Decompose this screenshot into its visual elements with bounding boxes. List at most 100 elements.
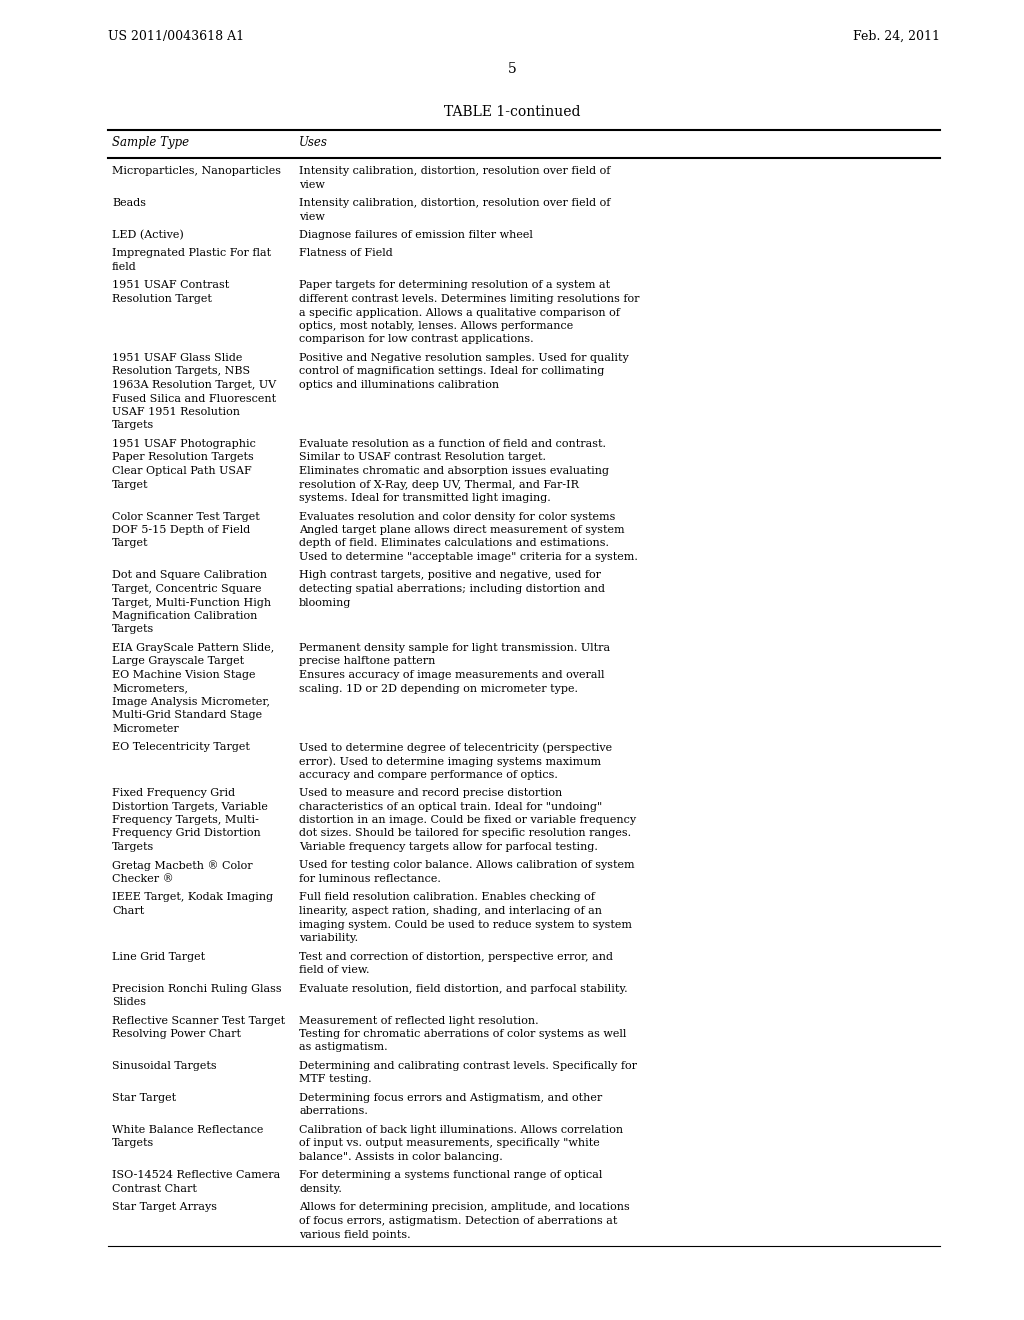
Text: Impregnated Plastic For flat: Impregnated Plastic For flat	[112, 248, 271, 259]
Text: Targets: Targets	[112, 842, 155, 851]
Text: Star Target: Star Target	[112, 1093, 176, 1104]
Text: of focus errors, astigmatism. Detection of aberrations at: of focus errors, astigmatism. Detection …	[299, 1216, 617, 1226]
Text: Flatness of Field: Flatness of Field	[299, 248, 393, 259]
Text: balance". Assists in color balancing.: balance". Assists in color balancing.	[299, 1152, 503, 1162]
Text: Target: Target	[112, 539, 148, 549]
Text: Target, Multi-Function High: Target, Multi-Function High	[112, 598, 271, 607]
Text: Gretag Macbeth ® Color: Gretag Macbeth ® Color	[112, 861, 253, 871]
Text: accuracy and compare performance of optics.: accuracy and compare performance of opti…	[299, 770, 558, 780]
Text: Target, Concentric Square: Target, Concentric Square	[112, 583, 261, 594]
Text: view: view	[299, 180, 325, 190]
Text: field of view.: field of view.	[299, 965, 370, 975]
Text: view: view	[299, 211, 325, 222]
Text: MTF testing.: MTF testing.	[299, 1074, 372, 1085]
Text: Angled target plane allows direct measurement of system: Angled target plane allows direct measur…	[299, 525, 625, 535]
Text: Fused Silica and Fluorescent: Fused Silica and Fluorescent	[112, 393, 276, 404]
Text: USAF 1951 Resolution: USAF 1951 Resolution	[112, 407, 240, 417]
Text: Uses: Uses	[299, 136, 328, 149]
Text: Evaluate resolution as a function of field and contrast.: Evaluate resolution as a function of fie…	[299, 440, 606, 449]
Text: Positive and Negative resolution samples. Used for quality: Positive and Negative resolution samples…	[299, 352, 629, 363]
Text: Large Grayscale Target: Large Grayscale Target	[112, 656, 244, 667]
Text: Resolution Targets, NBS: Resolution Targets, NBS	[112, 367, 250, 376]
Text: Contrast Chart: Contrast Chart	[112, 1184, 197, 1195]
Text: of input vs. output measurements, specifically "white: of input vs. output measurements, specif…	[299, 1138, 600, 1148]
Text: Fixed Frequency Grid: Fixed Frequency Grid	[112, 788, 236, 799]
Text: Target: Target	[112, 479, 148, 490]
Text: IEEE Target, Kodak Imaging: IEEE Target, Kodak Imaging	[112, 892, 273, 903]
Text: Dot and Square Calibration: Dot and Square Calibration	[112, 570, 267, 581]
Text: Frequency Targets, Multi-: Frequency Targets, Multi-	[112, 814, 259, 825]
Text: Intensity calibration, distortion, resolution over field of: Intensity calibration, distortion, resol…	[299, 198, 610, 209]
Text: density.: density.	[299, 1184, 342, 1195]
Text: Similar to USAF contrast Resolution target.: Similar to USAF contrast Resolution targ…	[299, 453, 546, 462]
Text: systems. Ideal for transmitted light imaging.: systems. Ideal for transmitted light ima…	[299, 492, 551, 503]
Text: field: field	[112, 261, 137, 272]
Text: blooming: blooming	[299, 598, 351, 607]
Text: detecting spatial aberrations; including distortion and: detecting spatial aberrations; including…	[299, 583, 605, 594]
Text: Precision Ronchi Ruling Glass: Precision Ronchi Ruling Glass	[112, 983, 282, 994]
Text: Beads: Beads	[112, 198, 146, 209]
Text: Evaluate resolution, field distortion, and parfocal stability.: Evaluate resolution, field distortion, a…	[299, 983, 628, 994]
Text: 1963A Resolution Target, UV: 1963A Resolution Target, UV	[112, 380, 276, 389]
Text: Resolution Target: Resolution Target	[112, 294, 212, 304]
Text: Used to measure and record precise distortion: Used to measure and record precise disto…	[299, 788, 562, 799]
Text: optics, most notably, lenses. Allows performance: optics, most notably, lenses. Allows per…	[299, 321, 573, 331]
Text: linearity, aspect ration, shading, and interlacing of an: linearity, aspect ration, shading, and i…	[299, 906, 602, 916]
Text: Used for testing color balance. Allows calibration of system: Used for testing color balance. Allows c…	[299, 861, 635, 870]
Text: Slides: Slides	[112, 997, 146, 1007]
Text: For determining a systems functional range of optical: For determining a systems functional ran…	[299, 1171, 602, 1180]
Text: optics and illuminations calibration: optics and illuminations calibration	[299, 380, 499, 389]
Text: Star Target Arrays: Star Target Arrays	[112, 1203, 217, 1213]
Text: as astigmatism.: as astigmatism.	[299, 1043, 388, 1052]
Text: precise halftone pattern: precise halftone pattern	[299, 656, 435, 667]
Text: aberrations.: aberrations.	[299, 1106, 368, 1117]
Text: Multi-Grid Standard Stage: Multi-Grid Standard Stage	[112, 710, 262, 721]
Text: EIA GrayScale Pattern Slide,: EIA GrayScale Pattern Slide,	[112, 643, 274, 653]
Text: for luminous reflectance.: for luminous reflectance.	[299, 874, 441, 884]
Text: Determining and calibrating contrast levels. Specifically for: Determining and calibrating contrast lev…	[299, 1061, 637, 1071]
Text: Magnification Calibration: Magnification Calibration	[112, 611, 257, 620]
Text: characteristics of an optical train. Ideal for "undoing": characteristics of an optical train. Ide…	[299, 801, 602, 812]
Text: control of magnification settings. Ideal for collimating: control of magnification settings. Ideal…	[299, 367, 604, 376]
Text: Line Grid Target: Line Grid Target	[112, 952, 205, 961]
Text: resolution of X-Ray, deep UV, Thermal, and Far-IR: resolution of X-Ray, deep UV, Thermal, a…	[299, 479, 579, 490]
Text: High contrast targets, positive and negative, used for: High contrast targets, positive and nega…	[299, 570, 601, 581]
Text: Micrometers,: Micrometers,	[112, 684, 188, 693]
Text: Test and correction of distortion, perspective error, and: Test and correction of distortion, persp…	[299, 952, 613, 961]
Text: Full field resolution calibration. Enables checking of: Full field resolution calibration. Enabl…	[299, 892, 595, 903]
Text: Frequency Grid Distortion: Frequency Grid Distortion	[112, 829, 261, 838]
Text: Microparticles, Nanoparticles: Microparticles, Nanoparticles	[112, 166, 281, 176]
Text: 1951 USAF Glass Slide: 1951 USAF Glass Slide	[112, 352, 243, 363]
Text: Targets: Targets	[112, 421, 155, 430]
Text: Determining focus errors and Astigmatism, and other: Determining focus errors and Astigmatism…	[299, 1093, 602, 1104]
Text: various field points.: various field points.	[299, 1229, 411, 1239]
Text: a specific application. Allows a qualitative comparison of: a specific application. Allows a qualita…	[299, 308, 620, 318]
Text: TABLE 1-continued: TABLE 1-continued	[443, 106, 581, 119]
Text: Reflective Scanner Test Target: Reflective Scanner Test Target	[112, 1015, 285, 1026]
Text: DOF 5-15 Depth of Field: DOF 5-15 Depth of Field	[112, 525, 250, 535]
Text: Intensity calibration, distortion, resolution over field of: Intensity calibration, distortion, resol…	[299, 166, 610, 176]
Text: Ensures accuracy of image measurements and overall: Ensures accuracy of image measurements a…	[299, 671, 604, 680]
Text: Variable frequency targets allow for parfocal testing.: Variable frequency targets allow for par…	[299, 842, 598, 851]
Text: scaling. 1D or 2D depending on micrometer type.: scaling. 1D or 2D depending on micromete…	[299, 684, 578, 693]
Text: US 2011/0043618 A1: US 2011/0043618 A1	[108, 30, 244, 44]
Text: Paper Resolution Targets: Paper Resolution Targets	[112, 453, 254, 462]
Text: different contrast levels. Determines limiting resolutions for: different contrast levels. Determines li…	[299, 294, 640, 304]
Text: Resolving Power Chart: Resolving Power Chart	[112, 1030, 241, 1039]
Text: Feb. 24, 2011: Feb. 24, 2011	[853, 30, 940, 44]
Text: error). Used to determine imaging systems maximum: error). Used to determine imaging system…	[299, 756, 601, 767]
Text: White Balance Reflectance: White Balance Reflectance	[112, 1125, 263, 1135]
Text: Image Analysis Micrometer,: Image Analysis Micrometer,	[112, 697, 270, 708]
Text: comparison for low contrast applications.: comparison for low contrast applications…	[299, 334, 534, 345]
Text: Sinusoidal Targets: Sinusoidal Targets	[112, 1061, 217, 1071]
Text: Eliminates chromatic and absorption issues evaluating: Eliminates chromatic and absorption issu…	[299, 466, 609, 477]
Text: Allows for determining precision, amplitude, and locations: Allows for determining precision, amplit…	[299, 1203, 630, 1213]
Text: Sample Type: Sample Type	[112, 136, 189, 149]
Text: depth of field. Eliminates calculations and estimations.: depth of field. Eliminates calculations …	[299, 539, 609, 549]
Text: 5: 5	[508, 62, 516, 77]
Text: Targets: Targets	[112, 624, 155, 635]
Text: EO Machine Vision Stage: EO Machine Vision Stage	[112, 671, 256, 680]
Text: Evaluates resolution and color density for color systems: Evaluates resolution and color density f…	[299, 511, 615, 521]
Text: Micrometer: Micrometer	[112, 723, 179, 734]
Text: Testing for chromatic aberrations of color systems as well: Testing for chromatic aberrations of col…	[299, 1030, 627, 1039]
